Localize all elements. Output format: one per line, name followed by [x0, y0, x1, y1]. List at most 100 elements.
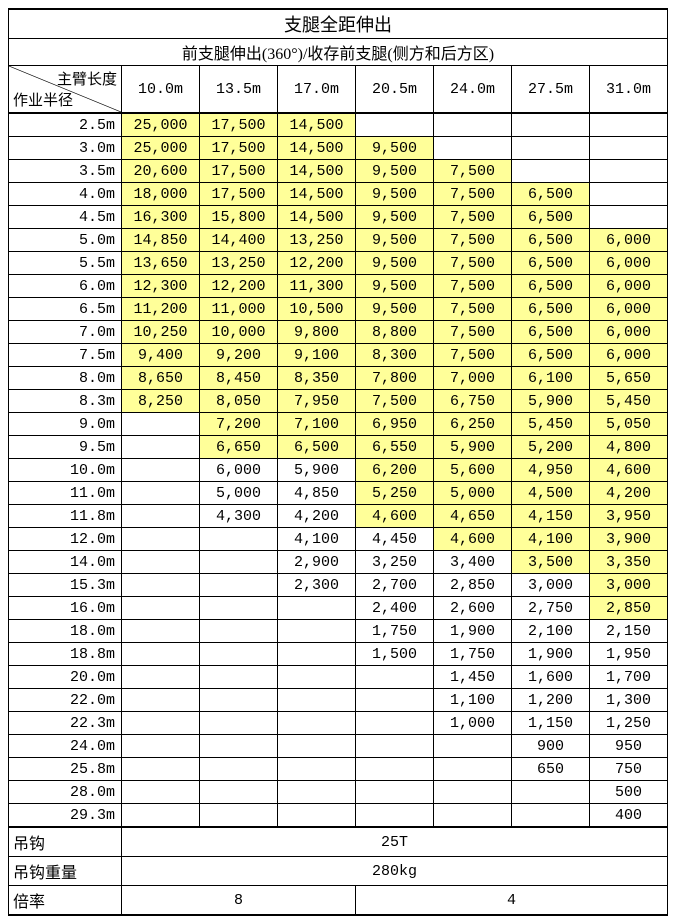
cell-15-1: 6,000 [200, 459, 278, 482]
cell-23-6: 1,950 [590, 643, 668, 666]
radius-11: 8.0m [9, 367, 122, 390]
cell-11-4: 7,000 [434, 367, 512, 390]
cell-14-1: 6,650 [200, 436, 278, 459]
cell-13-2: 7,100 [278, 413, 356, 436]
cell-10-5: 6,500 [512, 344, 590, 367]
cell-15-6: 4,600 [590, 459, 668, 482]
cell-21-3: 2,400 [356, 597, 434, 620]
cell-21-1 [200, 597, 278, 620]
cell-21-0 [122, 597, 200, 620]
cell-16-3: 5,250 [356, 482, 434, 505]
radius-28: 25.8m [9, 758, 122, 781]
cell-20-3: 2,700 [356, 574, 434, 597]
cell-25-3 [356, 689, 434, 712]
cell-8-6: 6,000 [590, 298, 668, 321]
cell-29-2 [278, 781, 356, 804]
cell-12-2: 7,950 [278, 390, 356, 413]
cell-10-0: 9,400 [122, 344, 200, 367]
cell-25-6: 1,300 [590, 689, 668, 712]
hook-value: 25T [122, 827, 668, 857]
cell-13-0 [122, 413, 200, 436]
cell-13-1: 7,200 [200, 413, 278, 436]
radius-15: 10.0m [9, 459, 122, 482]
header-boom-length: 主臂长度 [57, 68, 117, 89]
radius-20: 15.3m [9, 574, 122, 597]
radius-6: 5.5m [9, 252, 122, 275]
cell-5-3: 9,500 [356, 229, 434, 252]
cell-22-6: 2,150 [590, 620, 668, 643]
cell-24-2 [278, 666, 356, 689]
cell-7-4: 7,500 [434, 275, 512, 298]
cell-15-0 [122, 459, 200, 482]
cell-13-6: 5,050 [590, 413, 668, 436]
cell-2-5 [512, 160, 590, 183]
rate-right: 4 [356, 886, 668, 916]
cell-19-6: 3,350 [590, 551, 668, 574]
radius-0: 2.5m [9, 113, 122, 137]
cell-8-0: 11,200 [122, 298, 200, 321]
cell-23-1 [200, 643, 278, 666]
cell-27-5: 900 [512, 735, 590, 758]
cell-26-2 [278, 712, 356, 735]
cell-1-4 [434, 137, 512, 160]
radius-24: 20.0m [9, 666, 122, 689]
cell-3-6 [590, 183, 668, 206]
cell-28-1 [200, 758, 278, 781]
cell-28-3 [356, 758, 434, 781]
cell-22-3: 1,750 [356, 620, 434, 643]
cell-22-1 [200, 620, 278, 643]
cell-23-4: 1,750 [434, 643, 512, 666]
col-header-5: 27.5m [512, 66, 590, 114]
cell-27-6: 950 [590, 735, 668, 758]
cell-24-0 [122, 666, 200, 689]
radius-3: 4.0m [9, 183, 122, 206]
cell-8-4: 7,500 [434, 298, 512, 321]
cell-18-2: 4,100 [278, 528, 356, 551]
radius-26: 22.3m [9, 712, 122, 735]
radius-21: 16.0m [9, 597, 122, 620]
cell-14-5: 5,200 [512, 436, 590, 459]
cell-17-5: 4,150 [512, 505, 590, 528]
cell-20-0 [122, 574, 200, 597]
radius-22: 18.0m [9, 620, 122, 643]
cell-13-4: 6,250 [434, 413, 512, 436]
cell-22-2 [278, 620, 356, 643]
cell-7-5: 6,500 [512, 275, 590, 298]
cell-6-2: 12,200 [278, 252, 356, 275]
cell-21-2 [278, 597, 356, 620]
radius-13: 9.0m [9, 413, 122, 436]
cell-30-0 [122, 804, 200, 828]
cell-12-3: 7,500 [356, 390, 434, 413]
cell-0-0: 25,000 [122, 113, 200, 137]
cell-24-5: 1,600 [512, 666, 590, 689]
cell-21-6: 2,850 [590, 597, 668, 620]
header-working-radius: 作业半径 [13, 89, 73, 110]
cell-9-3: 8,800 [356, 321, 434, 344]
cell-10-6: 6,000 [590, 344, 668, 367]
cell-25-4: 1,100 [434, 689, 512, 712]
cell-19-1 [200, 551, 278, 574]
cell-25-1 [200, 689, 278, 712]
cell-5-2: 13,250 [278, 229, 356, 252]
cell-17-3: 4,600 [356, 505, 434, 528]
cell-11-1: 8,450 [200, 367, 278, 390]
cell-20-6: 3,000 [590, 574, 668, 597]
cell-3-5: 6,500 [512, 183, 590, 206]
cell-9-6: 6,000 [590, 321, 668, 344]
cell-6-4: 7,500 [434, 252, 512, 275]
cell-9-1: 10,000 [200, 321, 278, 344]
cell-19-0 [122, 551, 200, 574]
cell-30-6: 400 [590, 804, 668, 828]
cell-15-4: 5,600 [434, 459, 512, 482]
cell-27-4 [434, 735, 512, 758]
cell-26-6: 1,250 [590, 712, 668, 735]
cell-9-5: 6,500 [512, 321, 590, 344]
cell-25-0 [122, 689, 200, 712]
cell-22-4: 1,900 [434, 620, 512, 643]
cell-15-2: 5,900 [278, 459, 356, 482]
cell-0-2: 14,500 [278, 113, 356, 137]
cell-0-5 [512, 113, 590, 137]
cell-1-5 [512, 137, 590, 160]
cell-26-0 [122, 712, 200, 735]
cell-16-5: 4,500 [512, 482, 590, 505]
